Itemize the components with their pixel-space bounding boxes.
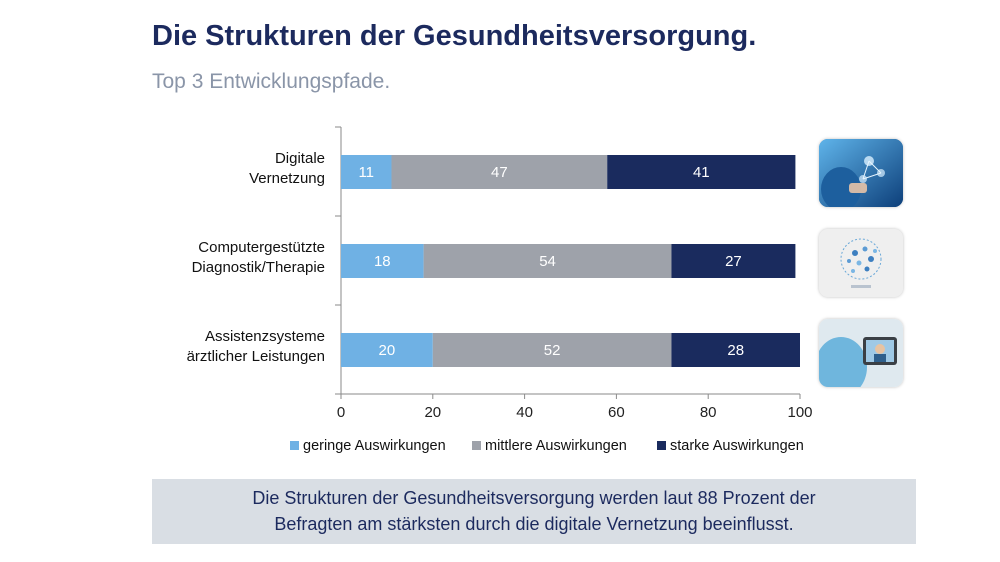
bar-value-label: 28 [727,342,744,359]
medical-network-photo-icon [819,139,903,207]
category-label: Assistenzsysteme [205,328,325,345]
x-tick-label: 60 [608,404,625,421]
bar-segment [671,333,800,367]
category-label: Diagnostik/Therapie [192,259,325,276]
legend-swatch [290,441,299,450]
stacked-bar-chart: 0 20 40 60 80 100 Digitale Vernetzung Computerge… [187,126,813,454]
bar-value-label: 47 [491,164,508,181]
legend-swatch [657,441,666,450]
bar-value-label: 54 [539,253,556,270]
bar-value-label: 11 [358,164,374,181]
x-tick-label: 40 [516,404,533,421]
category-label: Digitale [275,150,325,167]
bar-value-label: 18 [374,253,391,270]
bar-value-label: 27 [725,253,742,270]
bar-segment [671,244,796,278]
legend-label: geringe Auswirkungen [303,438,446,454]
x-tick-label: 80 [700,404,717,421]
x-tick-label: 20 [424,404,441,421]
summary-box: Die Strukturen der Gesundheitsversorgung… [152,479,916,544]
category-label: Computergestützte [198,239,325,256]
x-tick-label: 100 [787,404,812,421]
category-label: Vernetzung [249,170,325,187]
bar-segment [432,333,672,367]
bar-segment [423,244,672,278]
legend-label: mittlere Auswirkungen [485,438,627,454]
tablet-assistant-photo-icon [819,319,903,387]
bar-value-label: 41 [693,164,710,181]
bar-segment [341,244,424,278]
legend-label: starke Auswirkungen [670,438,804,454]
big-data-globe-icon [819,229,903,297]
bar-segment [391,155,608,189]
bar-value-label: 52 [544,342,561,359]
x-tick-label: 0 [337,404,345,421]
bar-value-label: 20 [379,342,396,359]
category-label: ärztlicher Leistungen [187,348,325,365]
bar-segment [341,155,392,189]
legend-swatch [472,441,481,450]
summary-line-2: Befragten am stärksten durch die digital… [274,514,794,534]
bar-segment [341,333,433,367]
bar-segment [607,155,796,189]
summary-line-1: Die Strukturen der Gesundheitsversorgung… [252,488,816,508]
page-subtitle: Top 3 Entwicklungspfade. [152,70,391,93]
page-title: Die Strukturen der Gesundheitsversorgung… [152,20,757,52]
